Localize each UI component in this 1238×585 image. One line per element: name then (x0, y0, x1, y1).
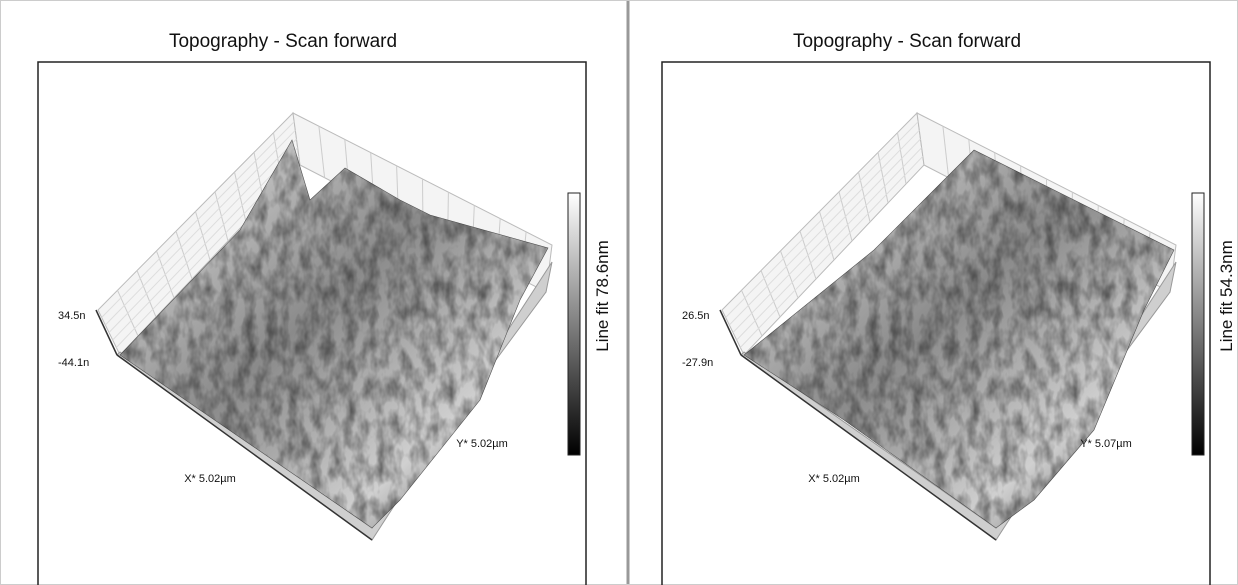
z-top-label: 34.5n (58, 310, 86, 322)
topography-panel: Topography - Scan forward 34.5n -44.1n X* 5… (38, 31, 612, 585)
x-axis-label: X* 5.02µm (808, 473, 860, 485)
y-axis-label: Y* 5.02µm (456, 438, 508, 450)
colorbar-label: Line fit 54.3nm (1217, 240, 1236, 352)
x-axis-label: X* 5.02µm (184, 473, 236, 485)
surface-texture (744, 150, 1174, 528)
colorbar (1192, 193, 1204, 455)
z-bottom-label: -27.9n (682, 357, 713, 369)
z-top-label: 26.5n (682, 310, 710, 322)
panel-title: Topography - Scan forward (793, 31, 1021, 52)
z-bottom-label: -44.1n (58, 357, 89, 369)
topography-panel: Topography - Scan forward 26.5n -27.9n X* 5… (662, 31, 1236, 585)
app-window: Topography - Scan forward 34.5n -44.1n X* 5… (0, 0, 1238, 585)
surface-texture (120, 140, 548, 528)
y-axis-label: Y* 5.07µm (1080, 438, 1132, 450)
colorbar-label: Line fit 78.6nm (593, 240, 612, 352)
panel-title: Topography - Scan forward (169, 31, 397, 52)
colorbar (568, 193, 580, 455)
